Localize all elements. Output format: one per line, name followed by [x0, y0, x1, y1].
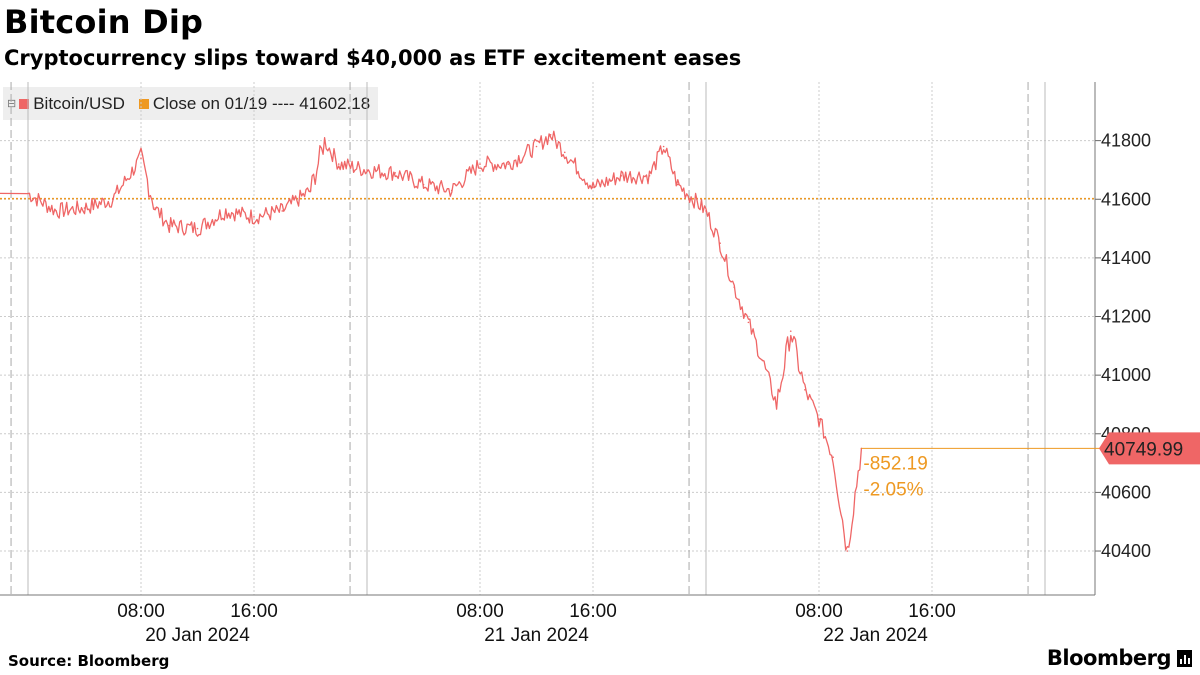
- data-point: [323, 139, 326, 142]
- data-point: [789, 330, 792, 332]
- legend-item-close[interactable]: Close on 01/19 ---- 41602.18: [138, 93, 371, 114]
- y-tick-label: 41200: [1101, 307, 1151, 327]
- legend-swatch-bitcoin: [19, 98, 30, 109]
- data-point: [775, 403, 778, 406]
- x-tick-label: 08:00: [117, 601, 165, 622]
- data-point: [507, 163, 510, 165]
- data-point: [168, 224, 171, 227]
- data-point: [804, 389, 806, 391]
- data-point: [747, 321, 750, 324]
- data-point: [479, 163, 481, 165]
- data-point: [83, 207, 86, 209]
- data-point: [676, 183, 679, 186]
- legend-toggle-icon[interactable]: ⊟: [7, 98, 17, 110]
- data-point: [422, 183, 425, 186]
- data-point: [253, 216, 255, 218]
- last-value-label: 40749.99: [1104, 439, 1183, 460]
- data-point: [154, 207, 156, 209]
- last-value-tag: [1099, 432, 1200, 465]
- x-date-label: 22 Jan 2024: [823, 625, 928, 646]
- data-point: [450, 189, 453, 192]
- data-point: [846, 550, 849, 552]
- data-point: [648, 175, 651, 177]
- y-tick-label: 41000: [1101, 365, 1151, 385]
- change-pct-label: -2.05%: [863, 479, 923, 500]
- y-tick-label: 40600: [1101, 482, 1151, 502]
- legend: ⊟ Bitcoin/USD Close on 01/19 ---- 41602.…: [3, 87, 379, 120]
- y-tick-label: 40400: [1101, 541, 1151, 561]
- data-point: [196, 227, 199, 230]
- data-point: [337, 163, 340, 165]
- source-note: Source: Bloomberg: [8, 652, 170, 670]
- x-tick-label: 16:00: [908, 601, 956, 622]
- legend-label-close: Close on 01/19 ---- 41602.18: [152, 93, 371, 113]
- x-date-label: 21 Jan 2024: [484, 625, 589, 646]
- data-point: [563, 151, 566, 154]
- bloomberg-logo-icon: [1177, 649, 1192, 667]
- data-point: [27, 192, 29, 195]
- data-point: [761, 359, 764, 362]
- series-line-bitcoin[interactable]: [0, 130, 863, 551]
- data-point: [111, 198, 114, 201]
- data-point: [309, 189, 312, 192]
- data-point: [281, 210, 284, 212]
- x-tick-label: 08:00: [795, 601, 843, 622]
- data-point: [832, 456, 834, 459]
- data-point: [549, 133, 552, 136]
- x-tick-label: 16:00: [569, 601, 617, 622]
- logo-wordmark: Bloomberg: [1046, 646, 1172, 670]
- data-point: [719, 242, 721, 245]
- data-point: [224, 210, 227, 212]
- change-abs-label: -852.19: [863, 453, 927, 474]
- data-point: [662, 145, 665, 148]
- data-point: [705, 210, 707, 212]
- data-point: [592, 186, 594, 189]
- legend-swatch-close: [138, 98, 149, 109]
- data-point: [366, 169, 368, 171]
- series-bitcoin: [0, 130, 863, 552]
- y-tick-label: 41600: [1101, 189, 1151, 209]
- gridlines: [0, 82, 1095, 595]
- legend-label-bitcoin: Bitcoin/USD: [33, 93, 125, 113]
- data-point: [394, 172, 397, 174]
- data-point: [140, 157, 142, 160]
- value-labels: 40749.99 -852.19 -2.05%: [861, 432, 1200, 500]
- data-point: [535, 145, 538, 148]
- bloomberg-logo: Bloomberg: [1047, 646, 1192, 670]
- x-tick-label: 16:00: [230, 601, 278, 622]
- x-tick-label: 08:00: [456, 601, 504, 622]
- y-tick-label: 41400: [1101, 248, 1151, 268]
- chart-subtitle: Cryptocurrency slips toward $40,000 as E…: [4, 46, 742, 70]
- data-point: [818, 418, 820, 420]
- y-tick-label: 41800: [1101, 131, 1151, 151]
- data-point: [55, 210, 58, 212]
- x-date-label: 20 Jan 2024: [145, 625, 250, 646]
- data-point: [733, 286, 736, 289]
- chart-title: Bitcoin Dip: [4, 3, 204, 41]
- legend-item-bitcoin[interactable]: Bitcoin/USD: [19, 94, 125, 114]
- data-point: [620, 175, 623, 177]
